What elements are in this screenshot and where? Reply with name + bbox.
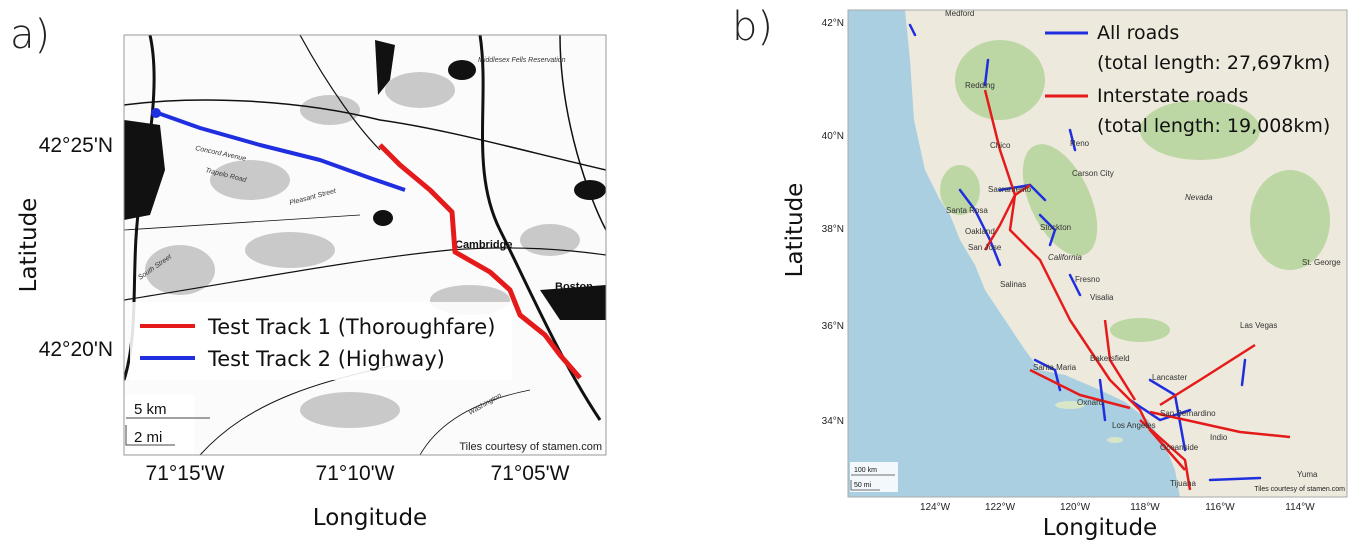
x-tick-label: 122°W	[985, 502, 1016, 513]
place-label: Boston	[555, 281, 593, 293]
x-tick-label: 71°10'W	[316, 462, 395, 485]
y-tick-label: 36°N	[822, 321, 844, 332]
area	[1250, 170, 1330, 270]
y-axis-title: Latitude	[782, 183, 808, 278]
place-label: Nevada	[1185, 193, 1213, 202]
place-label: Fresno	[1075, 275, 1100, 284]
scale-label: 5 km	[134, 401, 167, 418]
x-axis-title: Longitude	[313, 505, 427, 531]
y-tick-label: 42°N	[822, 18, 844, 29]
legend-label: Interstate roads	[1097, 85, 1248, 107]
area	[955, 40, 1045, 120]
place-label: California	[1048, 253, 1082, 262]
place-label: Visalia	[1090, 293, 1114, 302]
y-tick-label: 38°N	[822, 224, 844, 235]
attribution: Tiles courtesy of stamen.com	[1254, 486, 1345, 493]
legend-detail: (total length: 27,697km)	[1097, 52, 1330, 74]
x-tick-label: 71°05'W	[491, 462, 570, 485]
place-label: Oakland	[965, 227, 995, 236]
place-label: Sacramento	[988, 185, 1032, 194]
panel-label: b)	[732, 4, 773, 50]
y-tick-label: 42°25'N	[39, 134, 113, 157]
legend-label: Test Track 1 (Thoroughfare)	[207, 315, 495, 339]
water-body	[448, 60, 476, 80]
island	[1107, 437, 1123, 443]
place-label: San Bernardino	[1160, 409, 1216, 418]
area	[385, 72, 455, 108]
area	[210, 160, 290, 200]
x-tick-label: 124°W	[920, 502, 951, 513]
place-label: Yuma	[1297, 470, 1318, 479]
place-label: Indio	[1210, 433, 1228, 442]
place-label: Stockton	[1040, 223, 1071, 232]
place-label: Chico	[990, 141, 1011, 150]
scale-label: 2 mi	[134, 429, 162, 446]
x-tick-label: 71°15'W	[146, 462, 225, 485]
area	[1110, 318, 1170, 342]
place-label: Salinas	[1000, 280, 1026, 289]
legend-detail: (total length: 19,008km)	[1097, 115, 1330, 137]
place-label: Lancaster	[1152, 373, 1187, 382]
place-label: Middlesex Fells Reservation	[478, 57, 566, 64]
area	[245, 232, 335, 268]
figure: a) Concord Avenue Trapelo Road Pleasant …	[0, 0, 1354, 541]
place-label: Reno	[1070, 139, 1090, 148]
x-tick-label: 114°W	[1285, 502, 1315, 513]
scale-label: 100 km	[854, 467, 877, 474]
panel-label: a)	[10, 12, 50, 58]
place-label: Tijuana	[1170, 479, 1196, 488]
scale-label: 50 mi	[854, 482, 872, 489]
y-tick-label: 40°N	[822, 131, 844, 142]
place-label: San Jose	[968, 243, 1002, 252]
x-tick-label: 116°W	[1205, 502, 1235, 513]
place-label: Oceanside	[1160, 443, 1199, 452]
water-body	[373, 210, 393, 226]
place-label: Las Vegas	[1240, 321, 1277, 330]
place-label: Oxnard	[1077, 398, 1103, 407]
y-axis-title: Latitude	[16, 198, 42, 293]
x-tick-label: 120°W	[1060, 502, 1091, 513]
legend-label: Test Track 2 (Highway)	[207, 347, 445, 371]
water-body	[574, 180, 606, 200]
y-tick-label: 42°20'N	[39, 338, 113, 361]
attribution: Tiles courtesy of stamen.com	[459, 441, 602, 453]
place-label: Redding	[965, 81, 995, 90]
y-tick-label: 34°N	[822, 416, 844, 427]
place-label: Carson City	[1072, 169, 1114, 178]
place-label: Cambridge	[455, 239, 512, 251]
place-label: Bakersfield	[1090, 354, 1130, 363]
x-tick-label: 118°W	[1130, 502, 1160, 513]
area	[300, 392, 400, 428]
legend-label: All roads	[1097, 22, 1179, 44]
place-label: Santa Rosa	[946, 206, 988, 215]
track-start	[151, 108, 161, 118]
place-label: Los Angeles	[1112, 421, 1156, 430]
map-a: Concord Avenue Trapelo Road Pleasant Str…	[124, 35, 606, 455]
x-axis-title: Longitude	[1043, 515, 1157, 541]
place-label: St. George	[1302, 258, 1341, 267]
place-label: Santa Maria	[1033, 363, 1077, 372]
